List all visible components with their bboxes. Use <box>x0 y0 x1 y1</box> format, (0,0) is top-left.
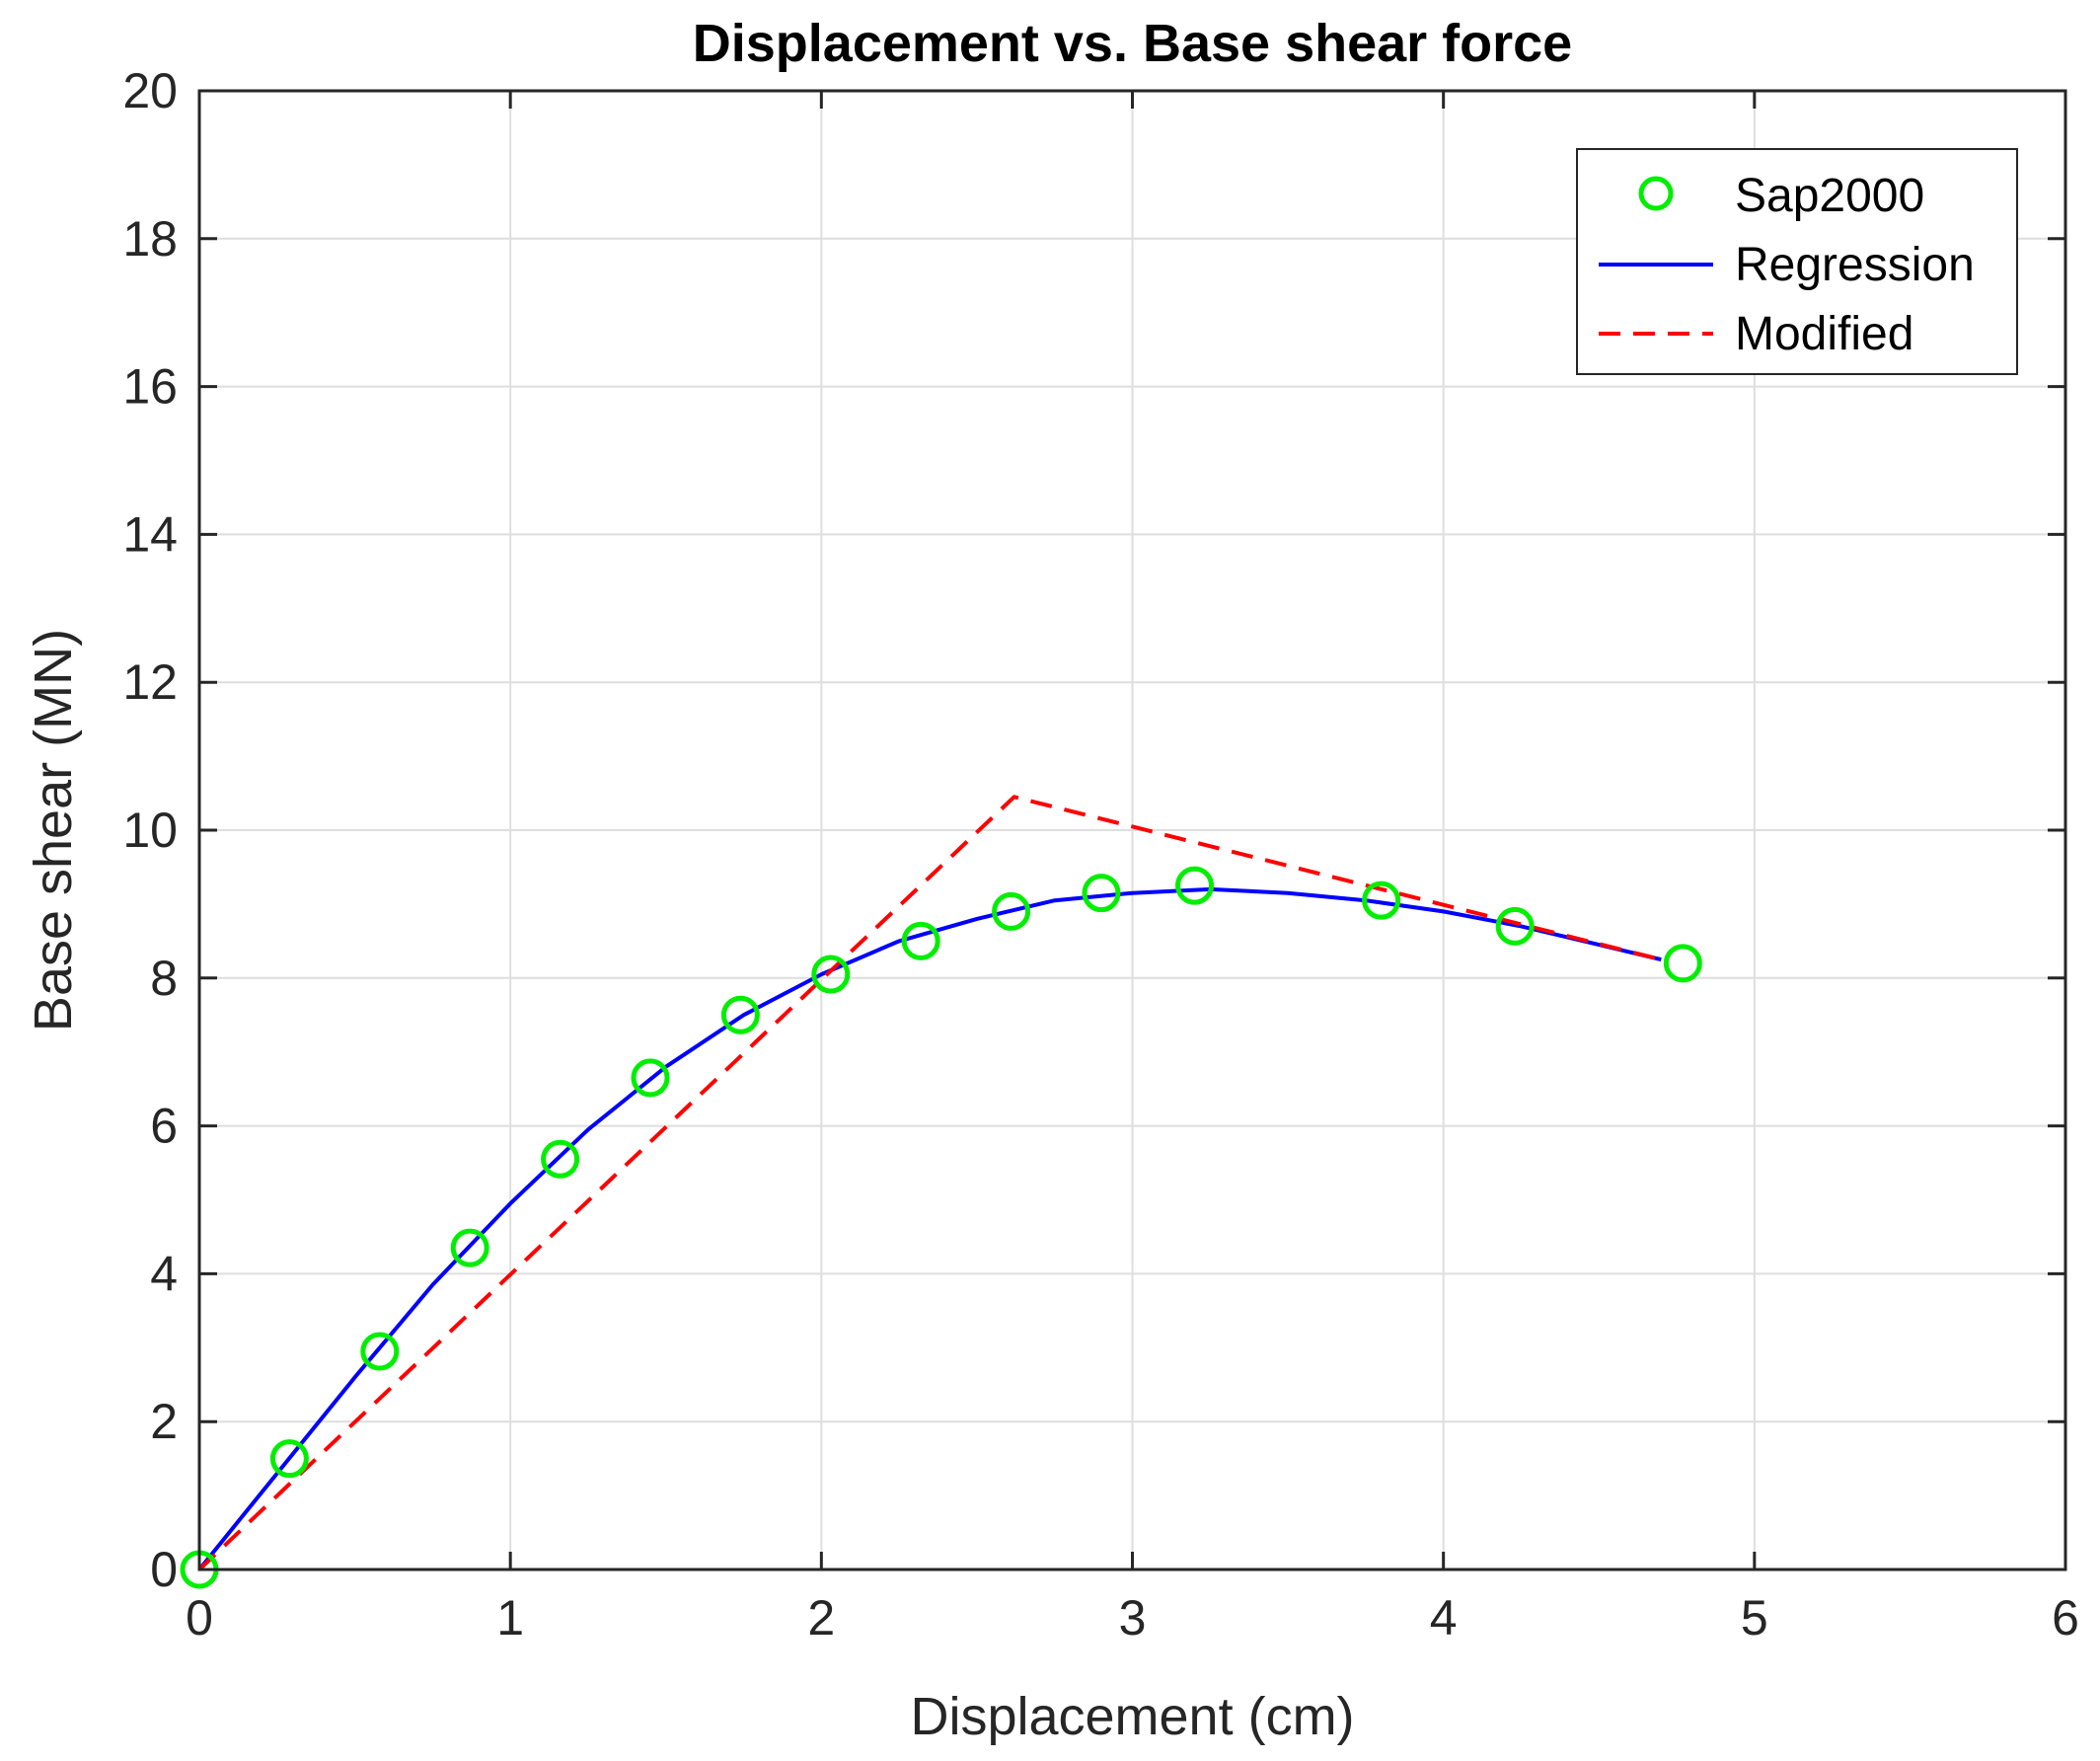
y-tick-label: 16 <box>122 359 178 415</box>
regression-line <box>197 886 1662 1571</box>
x-tick-label: 5 <box>1741 1590 1768 1646</box>
y-tick-label: 8 <box>150 951 178 1006</box>
y-tick-label: 18 <box>122 211 178 267</box>
sap2000-marker <box>1175 866 1215 905</box>
sap2000-marker <box>450 1228 489 1267</box>
legend-sap2000-label: Sap2000 <box>1735 170 1924 222</box>
y-tick-label: 0 <box>150 1542 178 1597</box>
x-axis-label: Displacement (cm) <box>910 1687 1354 1746</box>
y-tick-label: 4 <box>150 1246 178 1301</box>
legend-regression-label: Regression <box>1735 239 1975 291</box>
sap2000-marker <box>1663 944 1702 983</box>
legend-sap2000-marker <box>1638 176 1674 211</box>
sap2000-marker <box>720 995 760 1034</box>
y-tick-label: 20 <box>122 63 178 118</box>
x-tick-label: 0 <box>186 1590 213 1646</box>
modified-line <box>197 795 1662 1571</box>
plot-series <box>180 795 1702 1589</box>
x-tick-label: 4 <box>1430 1590 1458 1646</box>
y-tick-label: 12 <box>122 654 178 710</box>
sap2000-marker <box>992 891 1031 931</box>
sap2000-marker <box>360 1332 400 1371</box>
legend-modified-label: Modified <box>1735 308 1913 360</box>
sap2000-marker <box>811 955 851 994</box>
y-tick-label: 14 <box>122 506 178 562</box>
legend-box <box>1576 148 2018 375</box>
sap2000-marker <box>541 1139 580 1179</box>
sap2000-marker <box>269 1439 309 1479</box>
y-tick-label: 2 <box>150 1394 178 1449</box>
sap2000-marker <box>1082 874 1121 913</box>
sap2000-marker <box>631 1058 670 1098</box>
y-tick-label: 10 <box>122 803 178 858</box>
x-tick-label: 2 <box>807 1590 835 1646</box>
x-tick-label: 1 <box>496 1590 524 1646</box>
grid <box>199 91 2065 1570</box>
x-tick-label: 3 <box>1119 1590 1147 1646</box>
x-tick-label: 6 <box>2052 1590 2079 1646</box>
chart-title: Displacement vs. Base shear force <box>693 14 1572 73</box>
y-axis-label: Base shear (MN) <box>24 629 83 1032</box>
legend: Sap2000 Regression Modified <box>1576 148 2018 375</box>
y-tick-label: 6 <box>150 1099 178 1154</box>
sap2000-marker <box>901 921 940 960</box>
sap2000-marker <box>1362 880 1401 920</box>
sap2000-marker <box>1495 906 1535 946</box>
